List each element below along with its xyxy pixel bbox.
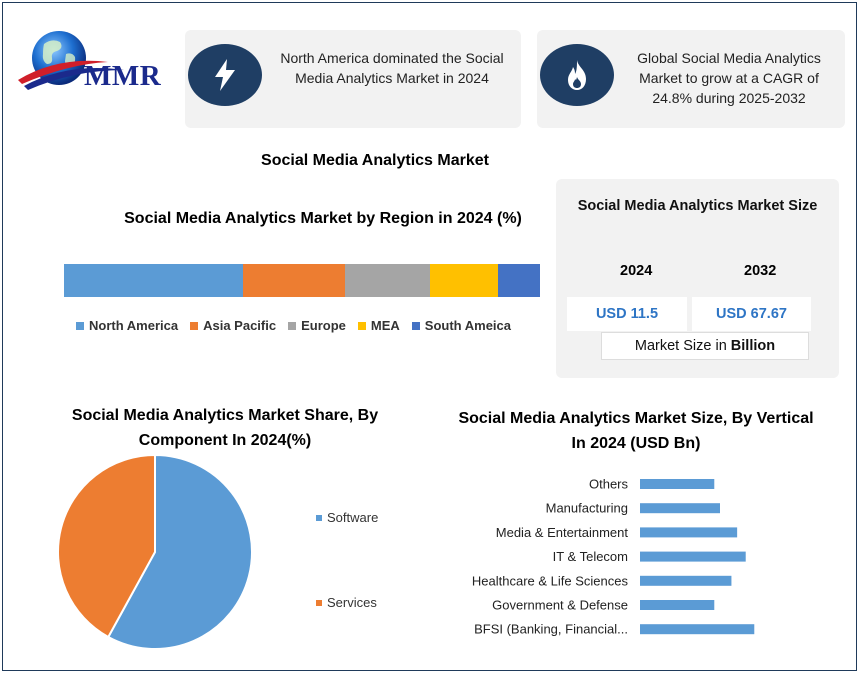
flame-icon: [540, 44, 614, 106]
component-pie-chart: [57, 453, 253, 650]
pie-legend-swatch: [316, 599, 322, 606]
vertical-bar-bfsi-banking-financial: [640, 624, 755, 635]
market-size-card: Social Media Analytics Market Size 2024 …: [556, 179, 839, 378]
vertical-chart-title: Social Media Analytics Market Size, By V…: [458, 410, 814, 452]
component-chart-title: Social Media Analytics Market Share, By …: [71, 407, 379, 449]
market-value-2024: USD 11.5: [567, 297, 687, 331]
region-segment-south-ameica: [498, 264, 540, 297]
vertical-bar-healthcare-life-sciences: [640, 575, 732, 586]
region-chart-title: Social Media Analytics Market by Region …: [124, 210, 522, 227]
pie-legend-label: Services: [327, 595, 377, 610]
vertical-category-label: IT & Telecom: [553, 549, 628, 564]
legend-swatch: [190, 321, 199, 330]
vertical-category-label: Manufacturing: [546, 501, 628, 516]
legend-label: MEA: [370, 318, 400, 333]
vertical-category-label: Healthcare & Life Sciences: [472, 573, 629, 588]
vertical-category-label: Media & Entertainment: [496, 525, 629, 540]
globe-icon: [18, 31, 124, 90]
market-size-unit: Market Size in Billion: [601, 332, 809, 360]
legend-swatch: [357, 321, 366, 330]
vertical-bar-media-entertainment: [640, 527, 738, 538]
legend-label: Asia Pacific: [203, 318, 277, 333]
pie-slice-services: [57, 453, 156, 639]
pie-legend-swatch: [316, 514, 322, 521]
region-segment-europe: [344, 264, 431, 297]
region-segment-asia-pacific: [242, 264, 345, 297]
region-stacked-bar: [64, 264, 540, 297]
vertical-bar-it-telecom: [640, 551, 746, 562]
vertical-category-label: Government & Defense: [492, 598, 628, 613]
mmr-logo: MMR: [14, 30, 179, 100]
region-legend-item: Asia Pacific: [190, 318, 276, 333]
legend-swatch: [288, 321, 297, 330]
vertical-bar-manufacturing: [640, 503, 720, 514]
region-legend: North America Asia Pacific Europe MEA South …: [76, 318, 523, 333]
highlight-card-cagr: Global Social Media Analytics Market to …: [537, 30, 845, 128]
region-legend-item: North America: [76, 318, 178, 333]
region-legend-item: South Ameica: [411, 318, 511, 333]
unit-bold: Billion: [730, 338, 776, 354]
logo-text: MMR: [84, 60, 162, 92]
region-segment-north-america: [64, 264, 243, 297]
legend-label: South Ameica: [424, 318, 511, 333]
vertical-category-label: BFSI (Banking, Financial...: [474, 622, 628, 637]
unit-prefix: Market Size in: [634, 338, 731, 354]
vertical-bar-chart: Others Manufacturing Media & Entertainment…: [472, 477, 755, 637]
pie-legend-software: Software: [316, 510, 378, 525]
pie-slice-software: [106, 453, 253, 650]
vertical-category-label: Others: [589, 477, 629, 492]
highlight-text-region: North America dominated the Social Media…: [280, 50, 504, 86]
market-value-2032: USD 67.67: [692, 297, 811, 331]
pie-legend-label: Software: [327, 510, 379, 525]
year-2032: 2032: [744, 263, 777, 279]
main-title: Social Media Analytics Market: [261, 152, 489, 169]
legend-label: Europe: [301, 318, 346, 333]
highlight-card-region: North America dominated the Social Media…: [185, 30, 521, 128]
pie-legend-services: Services: [316, 595, 377, 610]
region-segment-mea: [430, 264, 499, 297]
vertical-bar-others: [640, 479, 715, 489]
highlight-text-cagr: Global Social Media Analytics Market to …: [637, 50, 821, 106]
region-legend-item: MEA: [357, 318, 400, 333]
year-2024: 2024: [620, 263, 653, 279]
legend-label: North America: [89, 318, 179, 333]
market-size-title: Social Media Analytics Market Size: [577, 198, 818, 214]
vertical-bar-government-defense: [640, 600, 715, 610]
legend-swatch: [76, 321, 84, 330]
legend-swatch: [411, 321, 420, 330]
lightning-bolt-icon: [188, 44, 262, 106]
region-legend-item: Europe: [288, 318, 346, 333]
